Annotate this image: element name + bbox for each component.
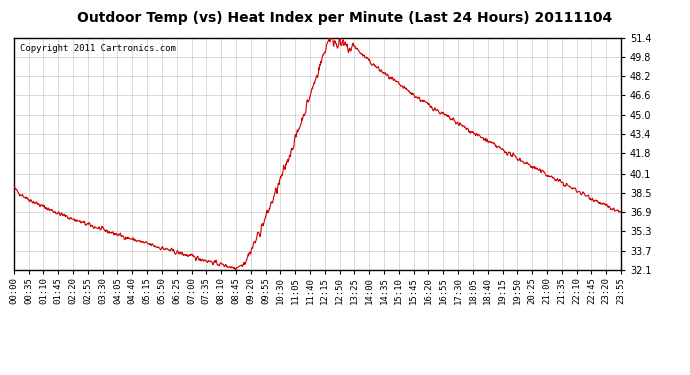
Text: Copyright 2011 Cartronics.com: Copyright 2011 Cartronics.com	[20, 45, 176, 54]
Text: Outdoor Temp (vs) Heat Index per Minute (Last 24 Hours) 20111104: Outdoor Temp (vs) Heat Index per Minute …	[77, 11, 613, 25]
